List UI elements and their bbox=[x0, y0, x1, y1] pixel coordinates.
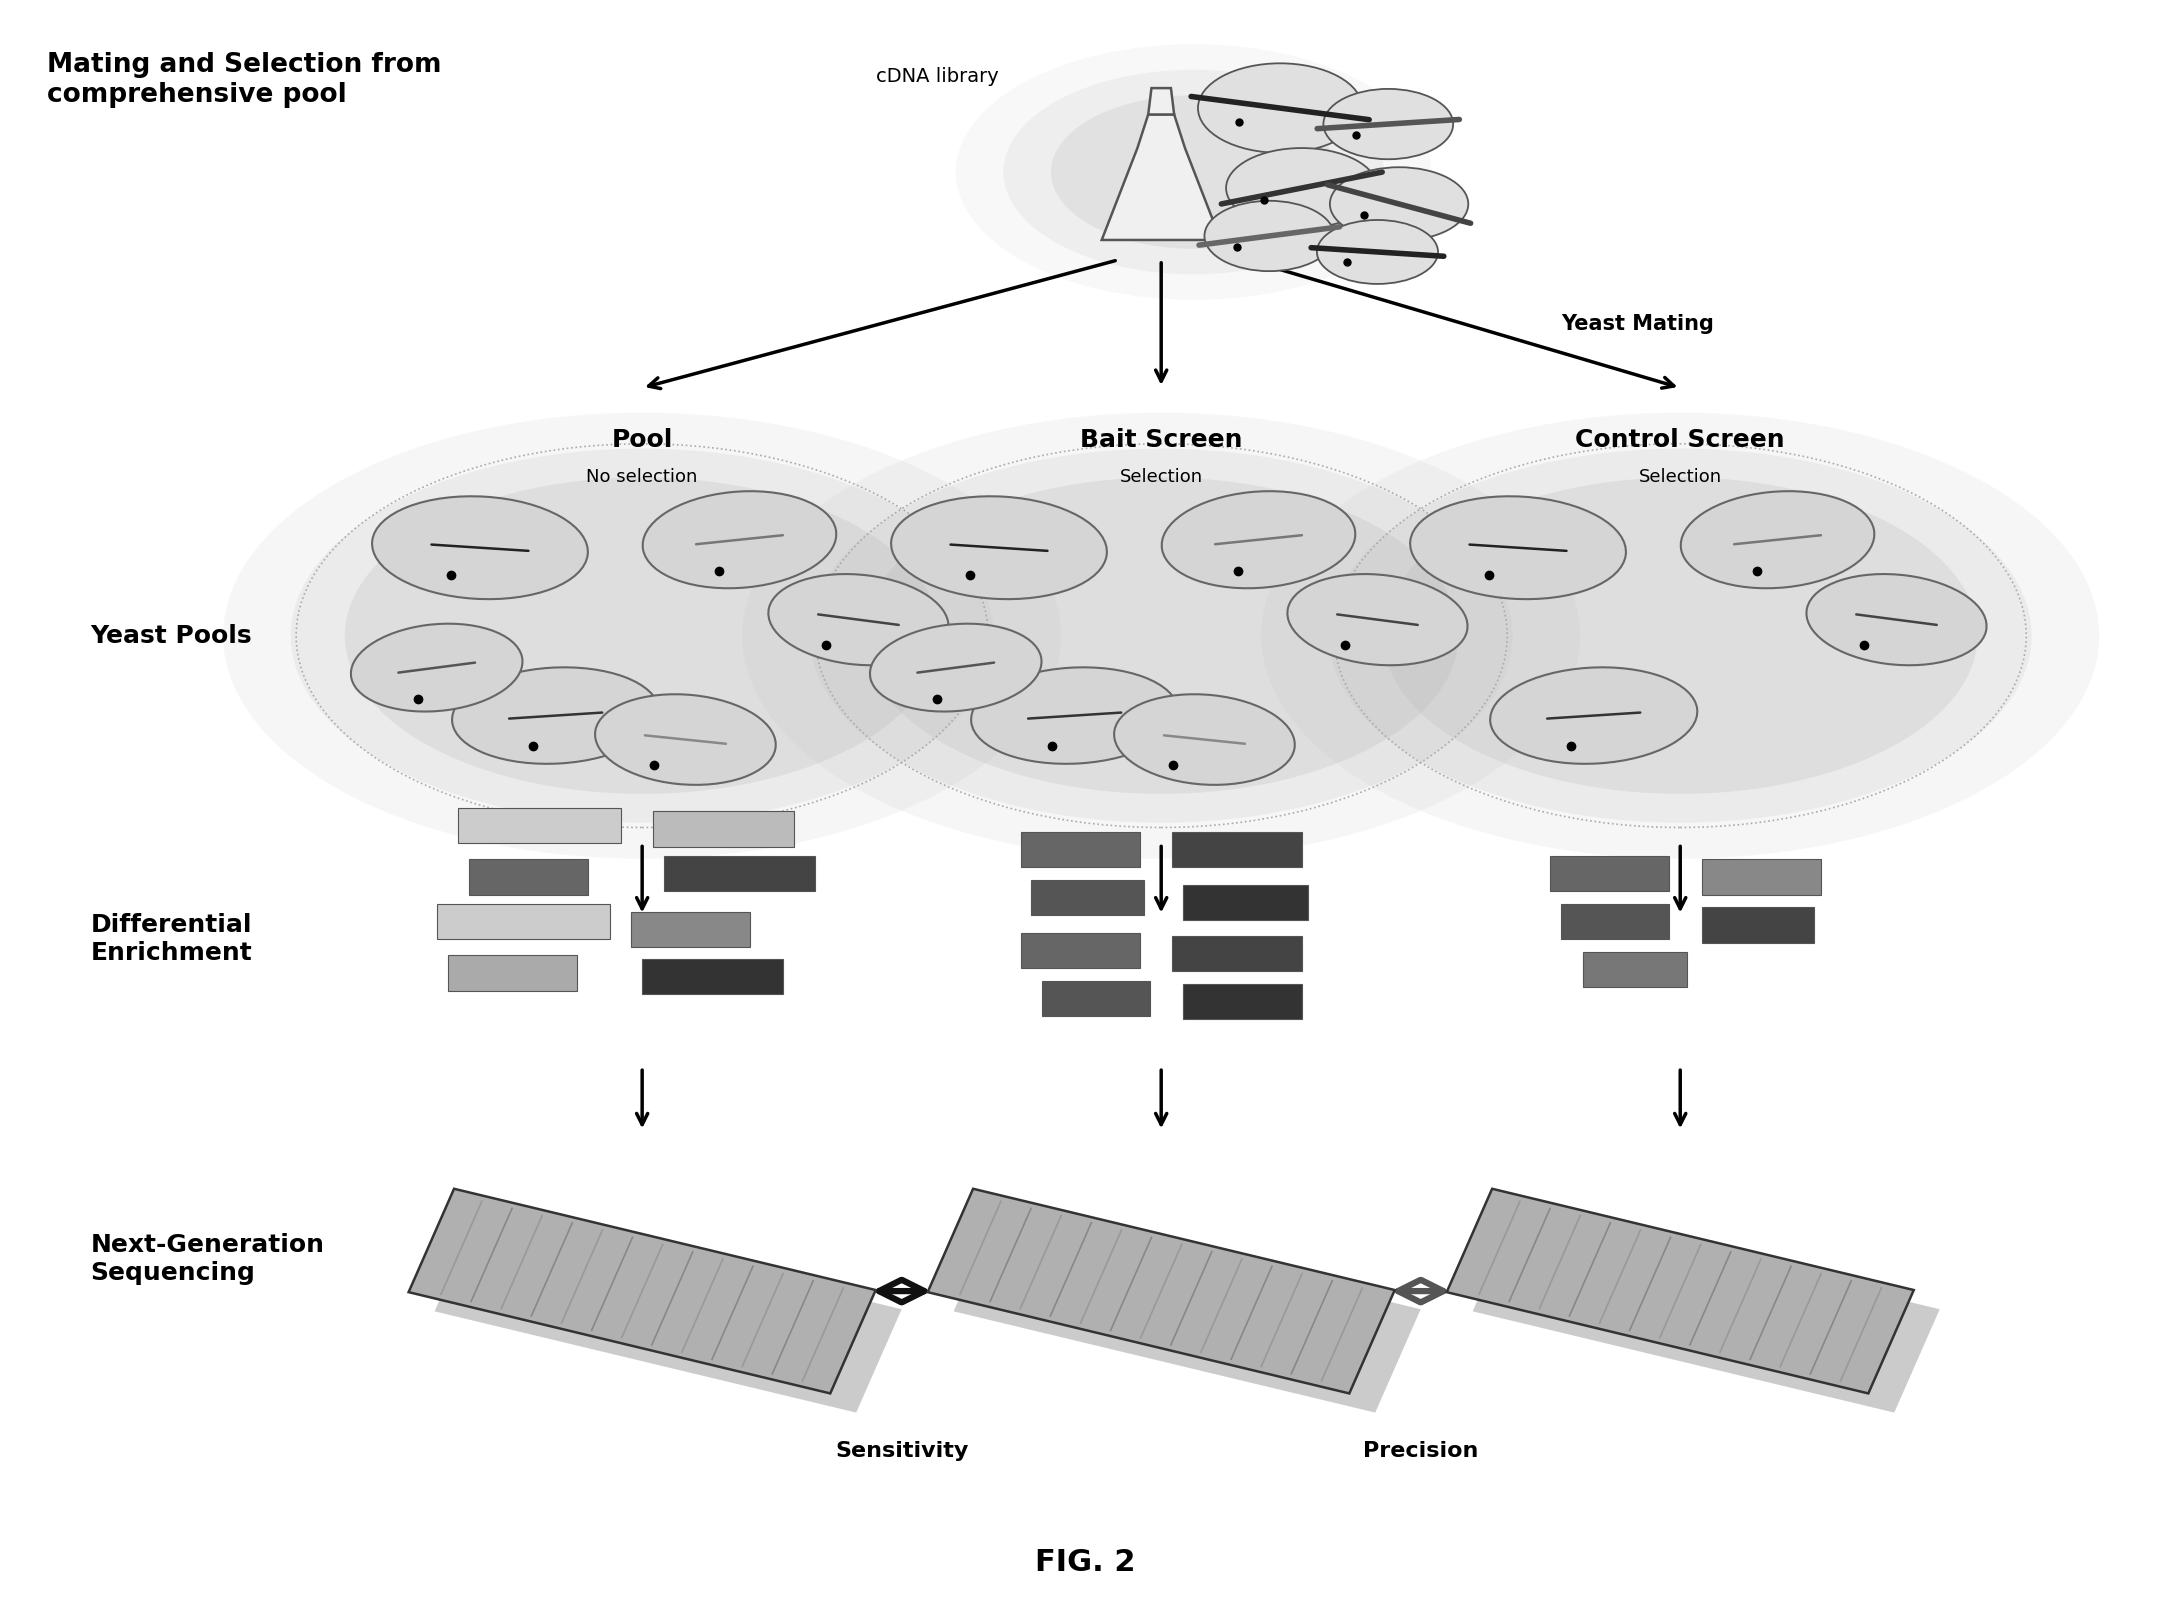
Ellipse shape bbox=[1287, 574, 1468, 665]
Bar bbox=[447, 956, 577, 990]
Bar bbox=[1550, 857, 1669, 892]
Ellipse shape bbox=[742, 413, 1580, 858]
Bar bbox=[458, 808, 621, 844]
Bar bbox=[1183, 983, 1303, 1019]
Polygon shape bbox=[434, 1208, 901, 1413]
Ellipse shape bbox=[345, 477, 940, 794]
Text: Pool: Pool bbox=[612, 427, 673, 452]
Ellipse shape bbox=[1227, 148, 1376, 228]
Ellipse shape bbox=[291, 448, 994, 823]
Polygon shape bbox=[1148, 88, 1175, 114]
Ellipse shape bbox=[595, 694, 775, 784]
Text: Selection: Selection bbox=[1120, 468, 1203, 485]
Text: Mating and Selection from
comprehensive pool: Mating and Selection from comprehensive … bbox=[48, 51, 443, 108]
Bar bbox=[1020, 832, 1140, 868]
Text: FIG. 2: FIG. 2 bbox=[1036, 1549, 1135, 1578]
Polygon shape bbox=[1101, 114, 1220, 239]
Bar bbox=[1583, 953, 1687, 987]
Text: Sensitivity: Sensitivity bbox=[836, 1441, 968, 1461]
Ellipse shape bbox=[890, 497, 1107, 599]
Ellipse shape bbox=[1489, 667, 1698, 763]
Ellipse shape bbox=[1411, 497, 1626, 599]
Text: Selection: Selection bbox=[1639, 468, 1722, 485]
Polygon shape bbox=[953, 1208, 1420, 1413]
Bar bbox=[1172, 832, 1303, 868]
Text: cDNA library: cDNA library bbox=[877, 66, 999, 85]
Ellipse shape bbox=[1383, 477, 1978, 794]
Bar bbox=[469, 860, 588, 895]
Bar bbox=[664, 857, 814, 892]
Ellipse shape bbox=[1161, 492, 1355, 588]
Ellipse shape bbox=[1331, 167, 1468, 241]
Bar bbox=[436, 905, 610, 940]
Polygon shape bbox=[1472, 1208, 1939, 1413]
Text: No selection: No selection bbox=[586, 468, 697, 485]
Polygon shape bbox=[408, 1189, 875, 1393]
Bar bbox=[1042, 980, 1151, 1016]
Bar bbox=[1702, 908, 1815, 943]
Ellipse shape bbox=[871, 624, 1042, 712]
Bar bbox=[632, 913, 751, 948]
Ellipse shape bbox=[1329, 448, 2032, 823]
Text: Control Screen: Control Screen bbox=[1576, 427, 1785, 452]
Ellipse shape bbox=[1324, 88, 1452, 159]
Ellipse shape bbox=[224, 413, 1062, 858]
Ellipse shape bbox=[1205, 201, 1335, 272]
Text: Yeast Pools: Yeast Pools bbox=[91, 624, 252, 648]
Bar bbox=[1702, 860, 1821, 895]
Ellipse shape bbox=[352, 624, 523, 712]
Bar bbox=[653, 812, 795, 847]
Bar bbox=[1020, 934, 1140, 967]
Ellipse shape bbox=[810, 448, 1513, 823]
Ellipse shape bbox=[970, 667, 1179, 763]
Bar bbox=[1183, 885, 1309, 921]
Text: Bait Screen: Bait Screen bbox=[1079, 427, 1242, 452]
Ellipse shape bbox=[452, 667, 660, 763]
Ellipse shape bbox=[1051, 95, 1337, 249]
Ellipse shape bbox=[955, 43, 1431, 301]
Ellipse shape bbox=[643, 492, 836, 588]
Polygon shape bbox=[927, 1189, 1394, 1393]
Ellipse shape bbox=[1114, 694, 1294, 784]
Ellipse shape bbox=[1806, 574, 1986, 665]
Text: Precision: Precision bbox=[1363, 1441, 1478, 1461]
Text: Next-Generation
Sequencing: Next-Generation Sequencing bbox=[91, 1233, 326, 1286]
Polygon shape bbox=[1446, 1189, 1915, 1393]
Bar bbox=[643, 958, 784, 993]
Text: Yeast Mating: Yeast Mating bbox=[1561, 313, 1715, 334]
Ellipse shape bbox=[1003, 69, 1383, 275]
Bar bbox=[1561, 905, 1669, 940]
Bar bbox=[1031, 881, 1144, 916]
Ellipse shape bbox=[371, 497, 588, 599]
Ellipse shape bbox=[769, 574, 949, 665]
Ellipse shape bbox=[864, 477, 1459, 794]
Text: Differential
Enrichment: Differential Enrichment bbox=[91, 913, 252, 966]
Ellipse shape bbox=[1198, 63, 1363, 153]
Ellipse shape bbox=[1261, 413, 2099, 858]
Ellipse shape bbox=[1680, 492, 1874, 588]
Bar bbox=[1172, 937, 1303, 971]
Ellipse shape bbox=[1318, 220, 1437, 284]
